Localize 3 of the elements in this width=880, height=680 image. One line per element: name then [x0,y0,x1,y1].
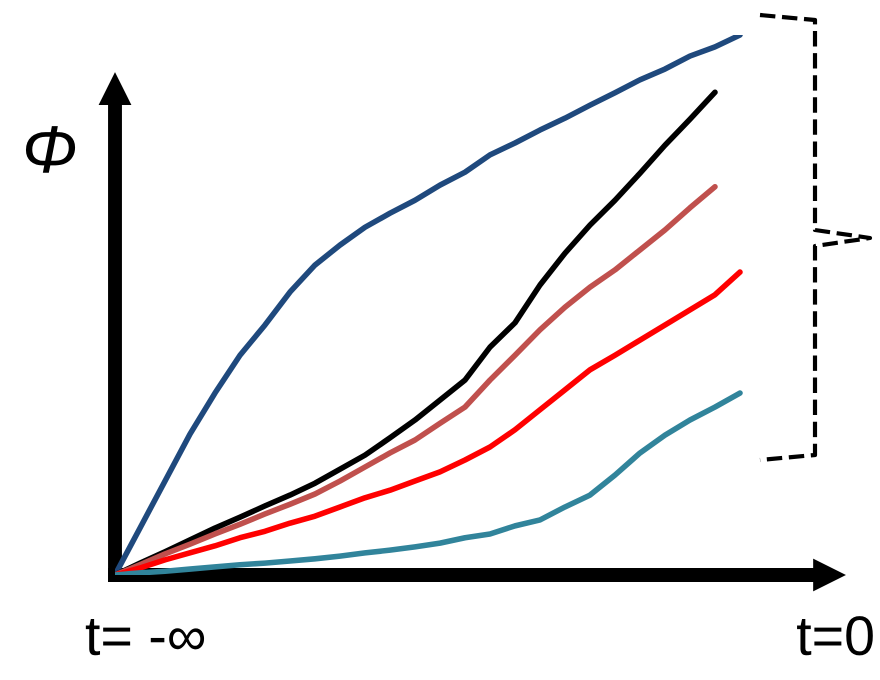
y-axis-title: Φ [26,126,76,173]
text: t= -∞ [86,618,204,656]
text: t=0 [797,616,873,656]
